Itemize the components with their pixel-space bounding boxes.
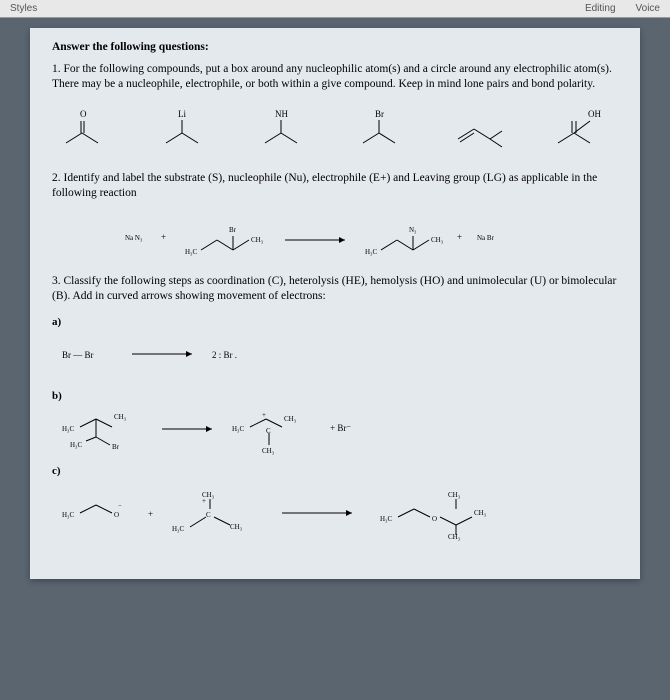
mol-nh: NH [255, 109, 317, 153]
svg-text:Li: Li [178, 109, 186, 119]
svg-text:CH₃: CH₃ [202, 491, 215, 499]
svg-text:O: O [80, 109, 87, 119]
toolbar-left: Styles [10, 3, 37, 14]
svg-text:H₃C: H₃C [70, 441, 82, 449]
question-1: 1. For the following compounds, put a bo… [52, 62, 618, 93]
question-2: 2. Identify and label the substrate (S),… [52, 171, 618, 202]
svg-text:CH₃: CH₃ [230, 523, 243, 531]
svg-text:Br — Br: Br — Br [62, 350, 94, 360]
reaction-q2: Na N₃ + H₃C Br CH₃ H₃C N₃ CH₃ + Na Br [52, 212, 618, 260]
svg-text:N₃: N₃ [409, 226, 417, 234]
toolbar-right-b: Voice [636, 3, 660, 14]
svg-text:O: O [432, 515, 437, 523]
page-heading: Answer the following questions: [52, 40, 618, 56]
svg-text:CH₃: CH₃ [262, 447, 275, 455]
svg-text:⁻: ⁻ [118, 503, 122, 511]
svg-text:+: + [161, 232, 166, 242]
app-toolbar: Styles Editing Voice [0, 0, 670, 18]
paper-viewport: Answer the following questions: 1. For t… [0, 18, 670, 589]
svg-text:Br: Br [229, 226, 237, 234]
question-3: 3. Classify the following steps as coord… [52, 274, 618, 305]
part-b-row: H₃C CH₃ H₃C Br H₃C C + CH₃ CH₃ + Br⁻ [52, 410, 618, 456]
svg-text:NH: NH [275, 109, 288, 119]
part-c-label: c) [52, 464, 618, 479]
mol-li: Li [156, 109, 218, 153]
svg-text:CH₃: CH₃ [251, 236, 264, 244]
svg-text:O: O [114, 511, 119, 519]
svg-text:Br: Br [112, 443, 120, 451]
svg-text:CH₃: CH₃ [474, 509, 487, 517]
part-a-row: Br — Br 2 : Br . [52, 335, 618, 381]
mol-ketone: O [58, 109, 120, 153]
svg-text:+: + [148, 509, 153, 519]
svg-text:CH₃: CH₃ [284, 415, 297, 423]
mol-alkene [452, 109, 514, 153]
toolbar-right-a: Editing [585, 3, 616, 14]
svg-text:CH₃: CH₃ [431, 236, 444, 244]
svg-text:Br: Br [375, 109, 384, 119]
svg-text:H₃C: H₃C [62, 511, 74, 519]
svg-text:Na N₃: Na N₃ [125, 234, 143, 242]
mol-br: Br [353, 109, 415, 153]
svg-text:OH: OH [588, 109, 601, 119]
svg-text:CH₃: CH₃ [448, 533, 461, 541]
svg-text:CH₃: CH₃ [448, 491, 461, 499]
svg-text:H₃C: H₃C [232, 425, 244, 433]
svg-text:H₃C: H₃C [185, 248, 197, 256]
document-page: Answer the following questions: 1. For t… [30, 28, 640, 579]
part-b-label: b) [52, 389, 618, 404]
part-c-row: H₃C O ⁻ + H₃C C + CH₃ CH₃ H₃C O CH₃ CH₃ [52, 485, 618, 541]
svg-text:+: + [262, 411, 266, 419]
molecule-row-q1: O Li NH Br [52, 103, 618, 153]
svg-text:H₃C: H₃C [380, 515, 392, 523]
svg-text:+: + [457, 232, 462, 242]
svg-text:H₃C: H₃C [62, 425, 74, 433]
svg-text:CH₃: CH₃ [114, 413, 127, 421]
svg-text:H₃C: H₃C [172, 525, 184, 533]
svg-text:C: C [206, 511, 211, 519]
part-a-label: a) [52, 315, 618, 330]
svg-text:H₃C: H₃C [365, 248, 377, 256]
svg-text:2 : Br .: 2 : Br . [212, 350, 237, 360]
mol-oh: OH [550, 109, 612, 153]
svg-text:Na Br: Na Br [477, 234, 495, 242]
svg-text:+ Br⁻: + Br⁻ [330, 423, 351, 433]
